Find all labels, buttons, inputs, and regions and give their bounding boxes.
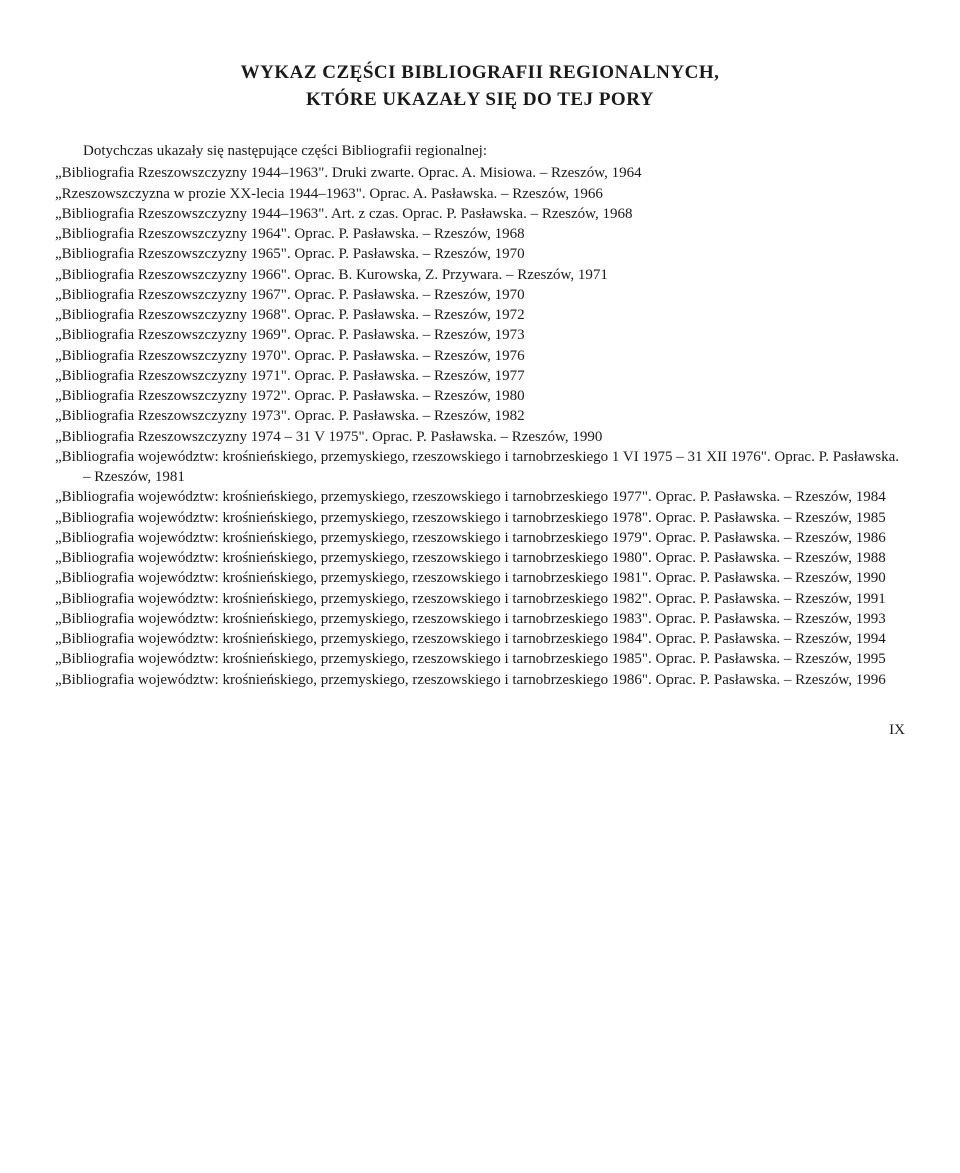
heading-line-1: WYKAZ CZĘŚCI BIBLIOGRAFII REGIONALNYCH, (55, 60, 905, 87)
bibliography-entry: „Bibliografia Rzeszowszczyzny 1967". Opr… (55, 285, 905, 305)
bibliography-entry: „Bibliografia Rzeszowszczyzny 1969". Opr… (55, 325, 905, 345)
bibliography-entry: „Bibliografia Rzeszowszczyzny 1970". Opr… (55, 346, 905, 366)
bibliography-entry: „Bibliografia województw: krośnieńskiego… (55, 508, 905, 528)
bibliography-list: „Bibliografia Rzeszowszczyzny 1944–1963"… (55, 163, 905, 690)
bibliography-entry: „Bibliografia województw: krośnieńskiego… (55, 670, 905, 690)
page-heading: WYKAZ CZĘŚCI BIBLIOGRAFII REGIONALNYCH, … (55, 60, 905, 113)
bibliography-entry: „Bibliografia Rzeszowszczyzny 1973". Opr… (55, 406, 905, 426)
bibliography-entry: „Bibliografia województw: krośnieńskiego… (55, 548, 905, 568)
bibliography-entry: „Bibliografia Rzeszowszczyzny 1972". Opr… (55, 386, 905, 406)
bibliography-entry: „Bibliografia Rzeszowszczyzny 1966". Opr… (55, 265, 905, 285)
bibliography-entry: „Bibliografia Rzeszowszczyzny 1974 – 31 … (55, 427, 905, 447)
bibliography-entry: „Bibliografia Rzeszowszczyzny 1968". Opr… (55, 305, 905, 325)
heading-line-2: KTÓRE UKAZAŁY SIĘ DO TEJ PORY (55, 87, 905, 114)
page-number: IX (55, 720, 905, 740)
bibliography-entry: „Bibliografia województw: krośnieńskiego… (55, 568, 905, 588)
intro-text: Dotychczas ukazały się następujące częśc… (55, 141, 905, 161)
bibliography-entry: „Bibliografia Rzeszowszczyzny 1965". Opr… (55, 244, 905, 264)
bibliography-entry: „Bibliografia Rzeszowszczyzny 1944–1963"… (55, 163, 905, 183)
bibliography-entry: „Rzeszowszczyzna w prozie XX-lecia 1944–… (55, 184, 905, 204)
bibliography-entry: „Bibliografia województw: krośnieńskiego… (55, 589, 905, 609)
bibliography-entry: „Bibliografia Rzeszowszczyzny 1944–1963"… (55, 204, 905, 224)
bibliography-entry: „Bibliografia województw: krośnieńskiego… (55, 649, 905, 669)
bibliography-entry: „Bibliografia województw: krośnieńskiego… (55, 447, 905, 488)
bibliography-entry: „Bibliografia województw: krośnieńskiego… (55, 609, 905, 629)
bibliography-entry: „Bibliografia Rzeszowszczyzny 1964". Opr… (55, 224, 905, 244)
bibliography-entry: „Bibliografia Rzeszowszczyzny 1971". Opr… (55, 366, 905, 386)
bibliography-entry: „Bibliografia województw: krośnieńskiego… (55, 487, 905, 507)
bibliography-entry: „Bibliografia województw: krośnieńskiego… (55, 528, 905, 548)
bibliography-entry: „Bibliografia województw: krośnieńskiego… (55, 629, 905, 649)
